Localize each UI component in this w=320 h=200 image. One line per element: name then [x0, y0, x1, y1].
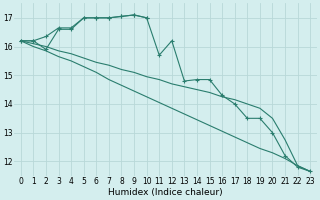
X-axis label: Humidex (Indice chaleur): Humidex (Indice chaleur): [108, 188, 223, 197]
